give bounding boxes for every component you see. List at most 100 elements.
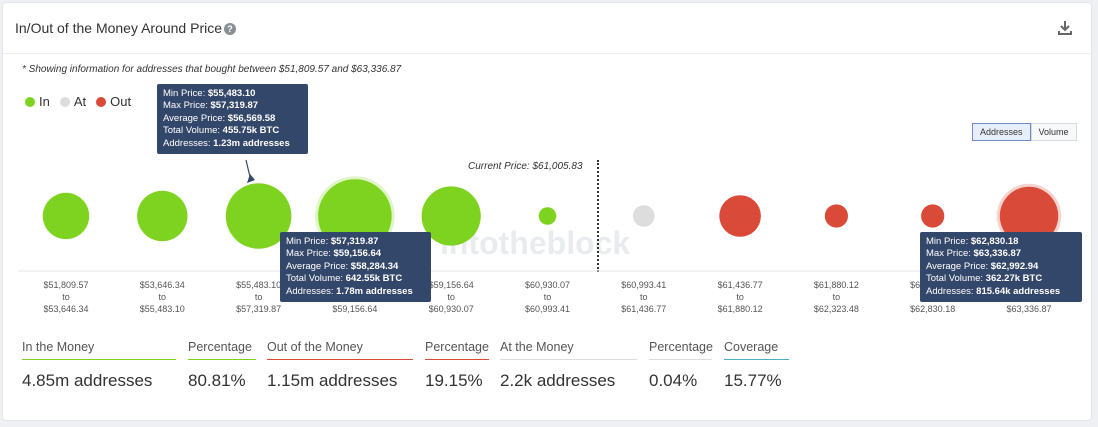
bucket-label-from: $61,880.12 bbox=[813, 280, 859, 290]
bucket-label-end: $57,319.87 bbox=[236, 304, 282, 314]
tooltip-row-avg: Average Price: $58,284.34 bbox=[286, 261, 425, 273]
download-icon[interactable] bbox=[1057, 20, 1073, 36]
question-circle-icon[interactable]: ? bbox=[224, 23, 236, 35]
tooltip-key: Addresses: bbox=[286, 285, 337, 297]
legend-dot-out bbox=[96, 96, 107, 107]
tooltip-value: 642.55k BTC bbox=[345, 273, 403, 285]
tooltip-row-volume: Total Volume: 362.27k BTC bbox=[926, 273, 1076, 285]
bubble-out[interactable] bbox=[719, 195, 761, 237]
stat-label: In the Money bbox=[22, 340, 176, 360]
stat-value: 2.2k addresses bbox=[500, 371, 616, 390]
legend-item-in[interactable]: In bbox=[25, 94, 50, 109]
chart-legend: In At Out bbox=[25, 94, 131, 109]
bubble-out[interactable] bbox=[824, 204, 849, 228]
stat-at-percentage: Percentage 0.04% bbox=[649, 340, 713, 391]
bucket-label-end: $62,323.48 bbox=[813, 304, 859, 314]
bucket-label: $61,880.12 to $62,323.48 bbox=[796, 279, 876, 315]
bucket-label-from: $53,646.34 bbox=[139, 280, 185, 290]
tooltip-row-volume: Total Volume: 455.75k BTC bbox=[163, 125, 302, 137]
tooltip-key: Total Volume: bbox=[926, 273, 986, 285]
bucket-label: $55,483.10 to $57,319.87 bbox=[219, 279, 299, 315]
tooltip-value: $57,319.87 bbox=[210, 100, 259, 112]
stat-in-the-money: In the Money 4.85m addresses bbox=[22, 340, 176, 391]
bucket-label-to: to bbox=[254, 292, 263, 302]
tooltip-key: Addresses: bbox=[163, 137, 214, 149]
tooltip-key: Addresses: bbox=[926, 285, 977, 297]
legend-dot-in bbox=[25, 96, 35, 107]
range-note: * Showing information for addresses that… bbox=[22, 64, 402, 75]
tooltip-row-max: Max Price: $63,336.87 bbox=[926, 248, 1076, 260]
bubble-in[interactable] bbox=[225, 183, 292, 249]
current-price-label: Current Price: $61,005.83 bbox=[468, 161, 583, 172]
metric-toggle: Addresses Volume bbox=[972, 123, 1077, 141]
legend-label-out: Out bbox=[110, 94, 132, 109]
stat-value: 4.85m addresses bbox=[22, 371, 153, 390]
bucket-label-to: to bbox=[832, 292, 841, 302]
bucket-label-to: to bbox=[543, 292, 552, 302]
stat-value: 80.81% bbox=[188, 371, 246, 390]
tooltip-key: Max Price: bbox=[163, 100, 211, 112]
tooltip-key: Max Price: bbox=[926, 248, 974, 260]
bucket-label: $60,993.41 to $61,436.77 bbox=[604, 279, 684, 315]
tooltip-value: $63,336.87 bbox=[973, 248, 1022, 260]
stat-value: 0.04% bbox=[649, 371, 698, 390]
tooltip-key: Total Volume: bbox=[286, 273, 346, 285]
legend-item-at[interactable]: At bbox=[59, 94, 87, 109]
stat-label: At the Money bbox=[500, 340, 637, 360]
bubble-in[interactable] bbox=[421, 186, 481, 246]
bucket-label-end: $53,646.34 bbox=[43, 304, 89, 314]
bubble-in[interactable] bbox=[538, 207, 557, 225]
stat-label: Coverage bbox=[724, 340, 789, 360]
bubble-tooltip: Min Price: $57,319.87 Max Price: $59,156.… bbox=[280, 232, 431, 303]
bucket-label-to: to bbox=[736, 292, 744, 302]
stat-label: Percentage bbox=[188, 340, 256, 360]
bucket-label-from: $55,483.10 bbox=[236, 280, 282, 290]
tooltip-value: $59,156.64 bbox=[333, 248, 382, 260]
tooltip-value: 815.64k addresses bbox=[976, 285, 1061, 297]
bubble-out[interactable] bbox=[921, 204, 945, 228]
tooltip-key: Max Price: bbox=[286, 248, 334, 260]
stat-value: 15.77% bbox=[724, 371, 782, 390]
bucket-label-end: $61,880.12 bbox=[717, 304, 763, 314]
bubble-tooltip: Min Price: $62,830.18 Max Price: $63,336.… bbox=[920, 232, 1082, 303]
bucket-label-from: $60,930.07 bbox=[524, 280, 571, 290]
toggle-addresses-button[interactable]: Addresses bbox=[972, 123, 1031, 141]
stat-value: 1.15m addresses bbox=[267, 371, 398, 390]
tooltip-value: 1.23m addresses bbox=[213, 137, 290, 149]
legend-item-out[interactable]: Out bbox=[96, 94, 131, 109]
bubble-in[interactable] bbox=[137, 190, 188, 242]
toggle-volume-button[interactable]: Volume bbox=[1030, 123, 1077, 141]
tooltip-value: $62,992.94 bbox=[990, 260, 1039, 272]
bucket-label: $51,809.57 to $53,646.34 bbox=[26, 279, 106, 315]
legend-label-in: In bbox=[39, 94, 50, 109]
stat-in-percentage: Percentage 80.81% bbox=[188, 340, 256, 391]
bucket-label-to: to bbox=[158, 292, 167, 302]
tooltip-row-addresses: Addresses: 1.23m addresses bbox=[163, 138, 302, 150]
tooltip-key: Min Price: bbox=[286, 236, 331, 247]
stat-label: Percentage bbox=[425, 340, 489, 360]
stat-out-of-the-money: Out of the Money 1.15m addresses bbox=[267, 340, 413, 391]
tooltip-value: $56,569.58 bbox=[227, 112, 276, 124]
tooltip-row-max: Max Price: $57,319.87 bbox=[163, 100, 302, 112]
bucket-label: $61,436.77 to $61,880.12 bbox=[700, 279, 780, 315]
tooltip-row-volume: Total Volume: 642.55k BTC bbox=[286, 273, 425, 285]
chart-title: In/Out of the Money Around Price bbox=[15, 20, 223, 36]
bubble-in[interactable] bbox=[42, 192, 90, 240]
bucket-label-end: $60,993.41 bbox=[524, 304, 571, 314]
tooltip-key: Total Volume: bbox=[163, 125, 223, 137]
tooltip-value: $62,830.18 bbox=[970, 236, 1019, 247]
tooltip-value: $55,483.10 bbox=[207, 88, 256, 99]
bucket-label: $60,930.07 to $60,993.41 bbox=[508, 279, 588, 315]
stat-label: Out of the Money bbox=[267, 340, 413, 360]
tooltip-value: $57,319.87 bbox=[330, 236, 379, 247]
bubble-out[interactable] bbox=[999, 186, 1059, 246]
tooltip-key: Average Price: bbox=[163, 112, 228, 124]
legend-label-at: At bbox=[73, 94, 87, 109]
bubble-tooltip: Min Price: $55,483.10 Max Price: $57,319.… bbox=[157, 84, 308, 155]
card-header: In/Out of the Money Around Price ? bbox=[3, 3, 1091, 54]
tooltip-key: Min Price: bbox=[163, 88, 208, 99]
bucket-label-from: $59,156.64 bbox=[428, 280, 474, 290]
tooltip-value: $58,284.34 bbox=[350, 260, 399, 272]
bubble-at[interactable] bbox=[633, 205, 655, 227]
bucket-label-end: $60,930.07 bbox=[428, 304, 474, 314]
